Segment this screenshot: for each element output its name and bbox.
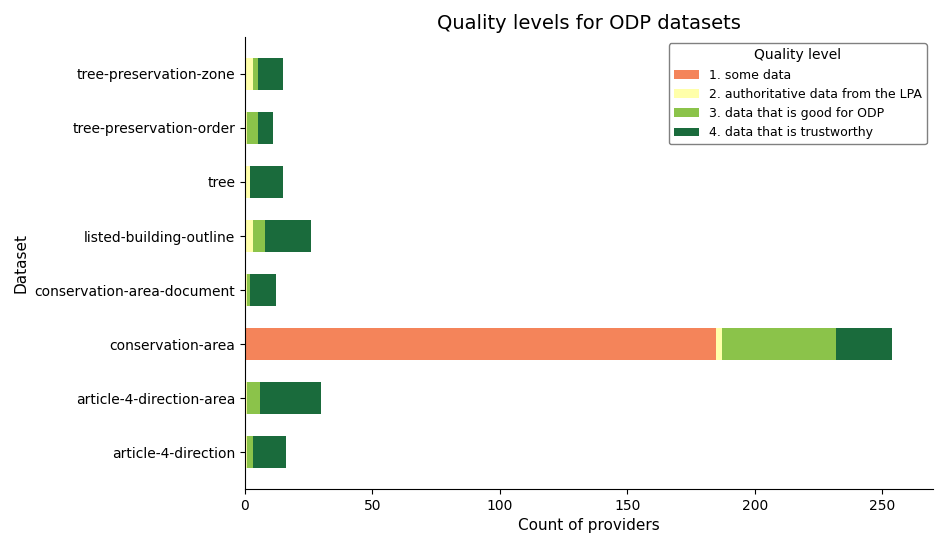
Bar — [245, 58, 253, 90]
Bar — [258, 58, 283, 90]
Bar — [245, 166, 250, 198]
Bar — [265, 220, 312, 252]
Bar — [722, 328, 836, 360]
Bar — [836, 328, 892, 360]
Bar — [258, 112, 273, 144]
Bar — [245, 220, 253, 252]
Bar — [245, 328, 717, 360]
Bar — [250, 274, 276, 306]
Bar — [253, 58, 258, 90]
Bar — [245, 382, 247, 414]
Bar — [245, 112, 247, 144]
Y-axis label: Dataset: Dataset — [14, 233, 29, 293]
Bar — [245, 436, 247, 468]
Bar — [247, 436, 253, 468]
Bar — [253, 436, 286, 468]
Bar — [247, 112, 258, 144]
Bar — [247, 382, 260, 414]
Bar — [253, 220, 265, 252]
X-axis label: Count of providers: Count of providers — [518, 518, 660, 533]
Legend: 1. some data, 2. authoritative data from the LPA, 3. data that is good for ODP, : 1. some data, 2. authoritative data from… — [669, 43, 927, 144]
Bar — [245, 274, 247, 306]
Bar — [250, 166, 283, 198]
Bar — [717, 328, 722, 360]
Title: Quality levels for ODP datasets: Quality levels for ODP datasets — [438, 14, 741, 33]
Bar — [247, 274, 250, 306]
Bar — [260, 382, 321, 414]
